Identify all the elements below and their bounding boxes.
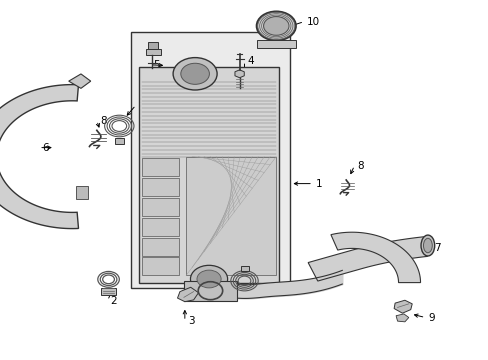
Bar (142, 178, 179, 196)
Polygon shape (0, 85, 79, 229)
Bar (142, 238, 179, 256)
Bar (185, 157, 276, 275)
Text: 8: 8 (100, 116, 106, 126)
Text: 4: 4 (247, 56, 254, 66)
Bar (256, 40, 295, 48)
Text: 5: 5 (153, 60, 160, 70)
Bar (240, 266, 249, 271)
Polygon shape (330, 232, 420, 283)
Polygon shape (69, 74, 91, 88)
Polygon shape (395, 314, 408, 322)
Bar (142, 218, 179, 236)
Text: 11: 11 (270, 285, 284, 296)
Bar (142, 158, 179, 176)
Text: 7: 7 (433, 243, 440, 253)
Circle shape (173, 58, 217, 90)
Ellipse shape (420, 235, 434, 256)
Text: 3: 3 (187, 316, 194, 326)
Polygon shape (234, 70, 244, 78)
Ellipse shape (423, 238, 431, 253)
Polygon shape (177, 287, 198, 302)
Bar (145, 49, 161, 55)
Text: 6: 6 (42, 143, 49, 153)
Bar (131, 32, 289, 288)
Polygon shape (307, 237, 427, 281)
Bar (142, 198, 179, 216)
Text: 9: 9 (427, 312, 434, 323)
Bar (142, 257, 179, 275)
Bar (76, 186, 88, 199)
Circle shape (190, 265, 227, 293)
Circle shape (197, 270, 221, 288)
Circle shape (263, 17, 288, 35)
Bar (115, 138, 124, 144)
Bar (139, 67, 278, 283)
Text: 11: 11 (139, 100, 152, 110)
Bar (147, 42, 158, 49)
Bar (183, 281, 236, 301)
Polygon shape (393, 300, 411, 313)
Text: 10: 10 (306, 17, 320, 27)
Bar (101, 288, 116, 295)
Text: 1: 1 (315, 179, 322, 189)
Text: 8: 8 (357, 161, 364, 171)
Circle shape (181, 63, 209, 84)
Text: 2: 2 (110, 296, 117, 306)
Circle shape (256, 12, 295, 40)
